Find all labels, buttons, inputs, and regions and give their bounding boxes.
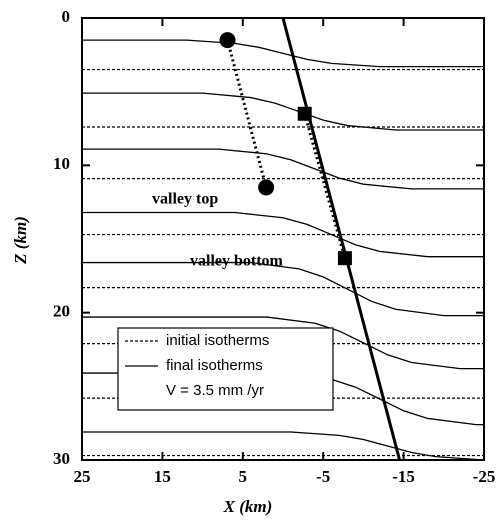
y-tick-label: 20 [53, 302, 70, 321]
y-tick-label: 30 [53, 449, 70, 468]
legend-label: initial isotherms [166, 332, 269, 349]
x-tick-label: 25 [74, 467, 91, 486]
velocity-note: V = 3.5 mm /yr [166, 382, 264, 399]
legend-box [117, 327, 334, 411]
marker [297, 106, 312, 121]
annotation: valley bottom [190, 253, 284, 270]
legend-label: final isotherms [166, 357, 263, 374]
x-tick-label: 5 [239, 467, 248, 486]
x-tick-label: -5 [316, 467, 330, 486]
final-isotherm [82, 148, 484, 190]
final-isotherm [82, 211, 484, 258]
trajectory [303, 113, 347, 259]
final-isotherm [82, 316, 484, 370]
final-isotherm [82, 261, 484, 317]
annotation: valley top [152, 191, 218, 208]
final-isotherm [82, 431, 484, 460]
fault-line [281, 18, 402, 460]
x-tick-label: 15 [154, 467, 171, 486]
legend: initial isotherms final isotherms V = 3.… [117, 327, 334, 411]
y-axis-label: Z (km) [11, 216, 30, 265]
x-tick-label: -25 [473, 467, 496, 486]
final-isotherm [82, 39, 484, 68]
marker [258, 179, 275, 196]
y-tick-label: 10 [53, 154, 70, 173]
marker [219, 32, 236, 49]
frame [81, 17, 485, 461]
x-tick-label: -15 [392, 467, 415, 486]
trajectory [226, 39, 268, 188]
x-axis-label: X (km) [223, 497, 273, 516]
y-tick-label: 0 [62, 7, 71, 26]
marker [337, 251, 352, 266]
final-isotherm [82, 92, 484, 131]
